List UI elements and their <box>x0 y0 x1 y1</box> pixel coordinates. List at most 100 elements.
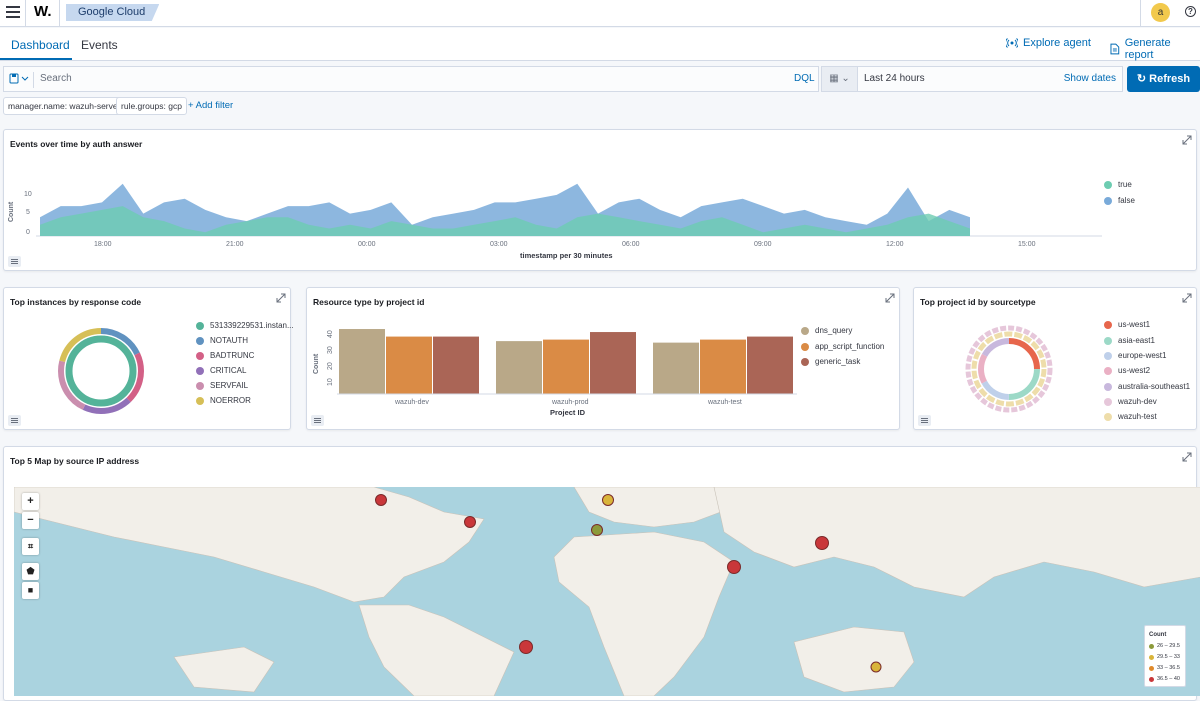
expand-icon[interactable] <box>1182 293 1192 303</box>
legend-item[interactable]: europe-west1 <box>1104 351 1166 360</box>
tab-dashboard[interactable]: Dashboard <box>11 38 70 52</box>
legend-item[interactable]: app_script_function <box>801 342 884 351</box>
donut-inner-ring <box>65 335 137 407</box>
legend-item[interactable]: wazuh-test <box>1104 412 1157 421</box>
expand-icon[interactable] <box>276 293 286 303</box>
help-icon[interactable]: ? <box>1185 6 1196 17</box>
y-tick: 0 <box>26 229 30 236</box>
legend-label: wazuh-dev <box>1118 397 1157 406</box>
zoom-out-button[interactable]: − <box>22 512 39 529</box>
dql-toggle[interactable]: DQL <box>794 73 815 84</box>
legend-item[interactable]: NOERROR <box>196 396 251 405</box>
map-panel: Top 5 Map by source IP address + − ⌗ ⬟ ■ <box>3 446 1200 701</box>
bar-generic_task-wazuh-test[interactable] <box>747 336 793 394</box>
filter-pill[interactable]: manager.name: wazuh-server <box>3 97 126 115</box>
bar-generic_task-wazuh-prod[interactable] <box>590 332 636 394</box>
legend-item[interactable]: CRITICAL <box>196 366 246 375</box>
divider <box>59 0 60 27</box>
legend-item[interactable]: dns_query <box>801 326 852 335</box>
menu-icon[interactable] <box>6 6 20 18</box>
legend-item-false[interactable]: false <box>1104 196 1135 205</box>
map-marker[interactable] <box>375 494 387 506</box>
document-icon <box>1110 43 1120 55</box>
draw-rectangle-icon[interactable]: ■ <box>22 582 39 599</box>
bar-generic_task-wazuh-dev[interactable] <box>433 336 479 394</box>
explore-agent-button[interactable]: Explore agent <box>1006 37 1091 49</box>
donut-segment <box>58 328 144 414</box>
legend-item[interactable]: SERVFAIL <box>196 381 248 390</box>
map-marker[interactable] <box>591 524 603 536</box>
panel-title: Top project id by sourcetype <box>920 297 1036 307</box>
legend-label: CRITICAL <box>210 366 247 375</box>
tab-events[interactable]: Events <box>81 38 118 52</box>
saved-query-menu[interactable] <box>8 72 34 88</box>
donut-segment <box>58 328 144 414</box>
toggle-legend-button[interactable] <box>8 256 21 267</box>
legend-dot <box>1149 676 1154 682</box>
legend-item[interactable]: generic_task <box>801 357 860 366</box>
legend-item[interactable]: australia-southeast1 <box>1104 382 1190 391</box>
fit-bounds-icon[interactable]: ⌗ <box>22 538 39 555</box>
legend-label: NOTAUTH <box>210 336 249 345</box>
map-marker[interactable] <box>815 536 829 550</box>
sunburst-segment <box>978 338 1040 400</box>
legend-dot <box>1104 366 1112 375</box>
legend-label: 36.5 – 40 <box>1157 676 1180 682</box>
bar-dns_query-wazuh-test[interactable] <box>653 342 699 394</box>
world-map[interactable]: + − ⌗ ⬟ ■ <box>14 487 1200 696</box>
x-tick: 15:00 <box>1018 241 1036 248</box>
map-legend-item: 29.5 – 33 <box>1149 654 1180 660</box>
legend-item[interactable]: us-west1 <box>1104 320 1150 329</box>
area-series-true[interactable] <box>40 206 970 236</box>
legend-item[interactable]: NOTAUTH <box>196 336 248 345</box>
sunburst-segment <box>978 338 1040 400</box>
legend-item-true[interactable]: true <box>1104 180 1132 189</box>
search-input[interactable]: Search <box>40 73 72 84</box>
add-filter-button[interactable]: + Add filter <box>188 100 234 111</box>
x-tick: wazuh-prod <box>552 399 589 406</box>
refresh-button[interactable]: ↻ Refresh <box>1127 66 1200 92</box>
map-marker[interactable] <box>870 661 882 673</box>
refresh-icon: ↻ <box>1136 73 1147 85</box>
filter-pill[interactable]: rule.groups: gcp <box>116 97 187 115</box>
bar-app_script_function-wazuh-dev[interactable] <box>386 336 432 394</box>
expand-icon[interactable] <box>1182 135 1192 145</box>
legend-dot <box>196 351 204 360</box>
x-tick: 21:00 <box>226 241 244 248</box>
map-marker[interactable] <box>602 494 614 506</box>
legend-dot <box>1104 397 1112 406</box>
avatar[interactable]: a <box>1151 3 1170 22</box>
wazuh-logo[interactable]: W. <box>34 3 52 20</box>
zoom-in-button[interactable]: + <box>22 493 39 510</box>
breadcrumb[interactable]: Google Cloud <box>66 4 160 21</box>
toggle-legend-button[interactable] <box>8 415 21 426</box>
map-marker[interactable] <box>727 560 741 574</box>
bar-dns_query-wazuh-dev[interactable] <box>339 329 385 394</box>
legend-item[interactable]: BADTRUNC <box>196 351 254 360</box>
generate-report-button[interactable]: Generate report <box>1110 37 1200 61</box>
calendar-icon[interactable]: ▦ ⌄ <box>822 67 858 91</box>
map-marker[interactable] <box>464 516 476 528</box>
legend-item[interactable]: wazuh-dev <box>1104 397 1157 406</box>
toggle-legend-button[interactable] <box>311 415 324 426</box>
time-range[interactable]: Last 24 hours <box>864 73 925 84</box>
toggle-legend-button[interactable] <box>918 415 931 426</box>
legend-item[interactable]: asia-east1 <box>1104 336 1155 345</box>
search-box[interactable]: Search DQL <box>3 66 819 92</box>
x-axis-label: Project ID <box>550 408 586 417</box>
bar-app_script_function-wazuh-prod[interactable] <box>543 339 589 394</box>
legend-dot <box>1104 196 1112 205</box>
legend-item[interactable]: 531339229531.instan... <box>196 321 294 330</box>
expand-icon[interactable] <box>885 293 895 303</box>
bar-app_script_function-wazuh-test[interactable] <box>700 339 746 394</box>
panel-title: Top 5 Map by source IP address <box>10 456 140 466</box>
draw-polygon-icon[interactable]: ⬟ <box>22 563 39 580</box>
date-picker[interactable]: ▦ ⌄ Last 24 hours Show dates <box>821 66 1123 92</box>
legend-item[interactable]: us-west2 <box>1104 366 1150 375</box>
show-dates-link[interactable]: Show dates <box>1063 73 1116 84</box>
legend-label: wazuh-test <box>1118 412 1157 421</box>
map-marker[interactable] <box>519 640 533 654</box>
north-america <box>14 487 485 603</box>
expand-icon[interactable] <box>1182 452 1192 462</box>
bar-dns_query-wazuh-prod[interactable] <box>496 341 542 394</box>
